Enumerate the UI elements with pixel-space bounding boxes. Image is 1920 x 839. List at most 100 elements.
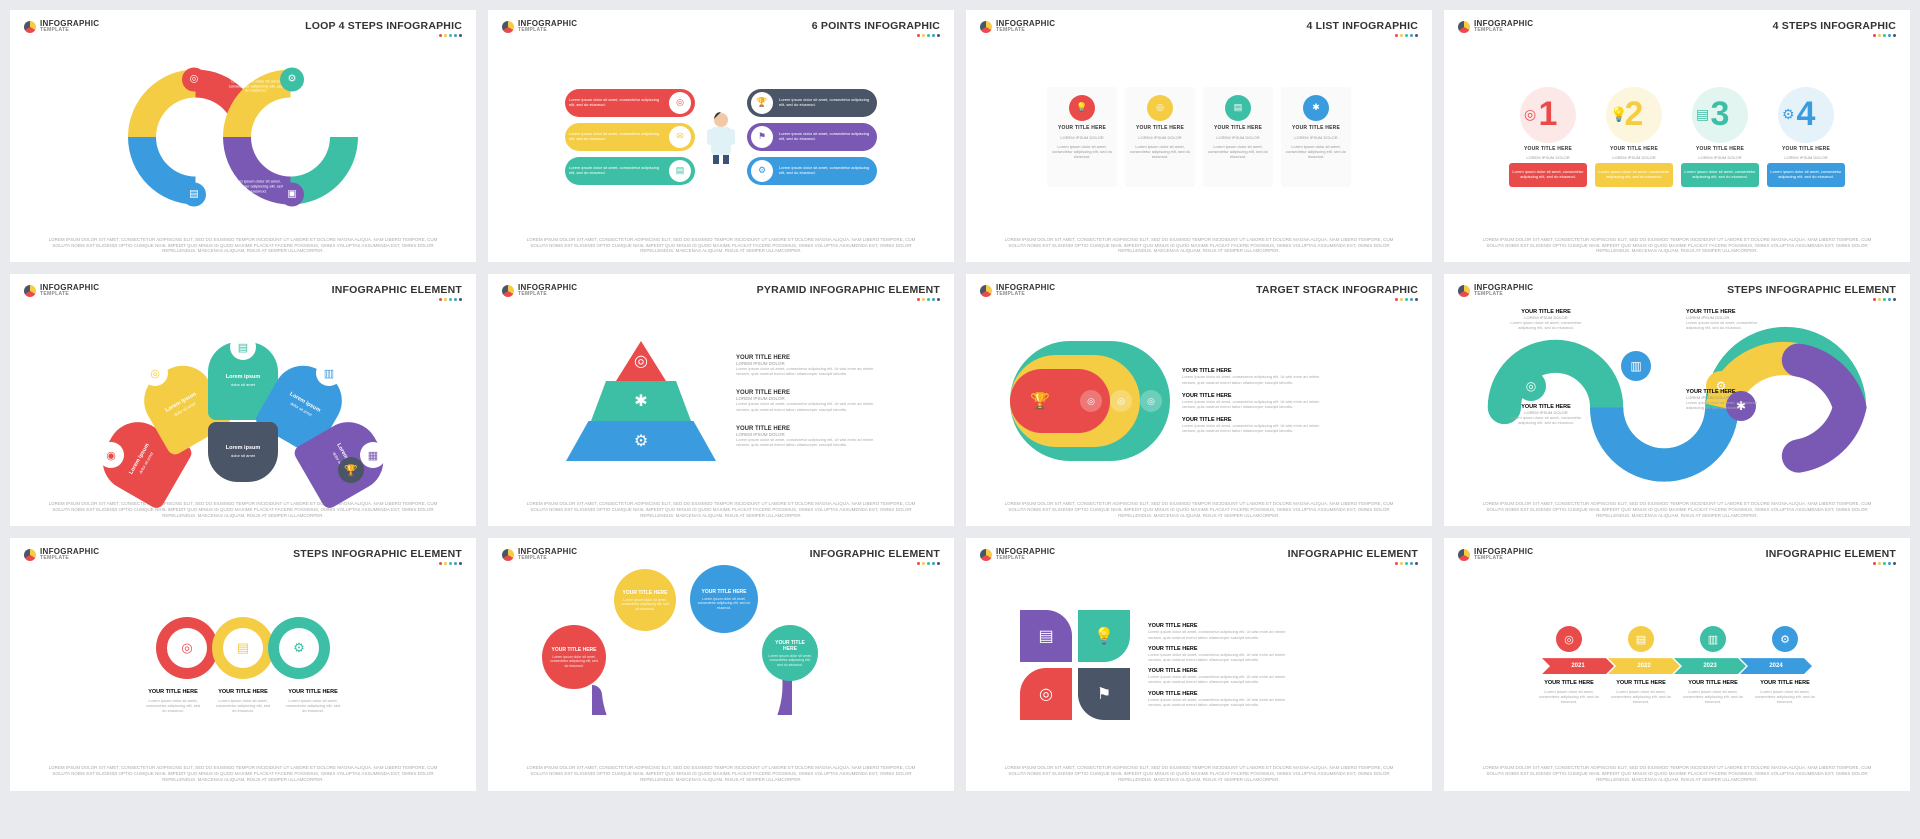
year-arrow: 2022.arrow[data-y="2022"]::before{backgr…	[1608, 658, 1680, 674]
fan-graphic: Lorem ipsumdolor sit ametLorem ipsumdolo…	[98, 342, 388, 492]
card-footer: LOREM IPSUM DOLOR SIT AMET, CONSECTETUR …	[24, 237, 462, 255]
brand: INFOGRAPHICTEMPLATE	[980, 20, 1055, 33]
card-header: INFOGRAPHICTEMPLATE 4 LIST INFOGRAPHIC	[980, 20, 1418, 37]
card-title: LOOP 4 STEPS INFOGRAPHIC	[305, 20, 462, 32]
brand-sub: TEMPLATE	[40, 292, 99, 297]
brand: INFOGRAPHICTEMPLATE	[980, 284, 1055, 297]
point-pill: ⚙ Lorem ipsum dolor sit amet, consectetu…	[747, 157, 877, 185]
brand-logo	[1458, 21, 1470, 33]
steps-row: ◎ 1 YOUR TITLE HERE LOREM IPSUM DOLOR Lo…	[1458, 37, 1896, 237]
card-footer: LOREM IPSUM DOLOR SIT AMET, CONSECTETUR …	[980, 501, 1418, 519]
brand-sub: TEMPLATE	[40, 28, 99, 33]
s-curve-graphic: ◎▥⚙✱ YOUR TITLE HERELOREM IPSUM DOLORLor…	[1466, 309, 1888, 493]
template-card: INFOGRAPHICTEMPLATE STEPS INFOGRAPHIC EL…	[10, 538, 476, 790]
pyramid-label: YOUR TITLE HERELOREM IPSUM DOLORLorem ip…	[736, 390, 876, 411]
card-footer: LOREM IPSUM DOLOR SIT AMET, CONSECTETUR …	[980, 765, 1418, 783]
target-label: YOUR TITLE HERELorem ipsum dolor sit ame…	[1182, 368, 1322, 384]
list-item: ▤ YOUR TITLE HERE LOREM IPSUM DOLOR Lore…	[1203, 87, 1273, 187]
card-header: INFOGRAPHICTEMPLATE INFOGRAPHIC ELEMENT	[24, 284, 462, 301]
brand-sub: TEMPLATE	[996, 292, 1055, 297]
template-card: INFOGRAPHICTEMPLATE INFOGRAPHIC ELEMENT …	[488, 538, 954, 790]
brand-sub: TEMPLATE	[518, 28, 577, 33]
template-card: INFOGRAPHICTEMPLATE INFOGRAPHIC ELEMENT …	[966, 538, 1432, 790]
speech-bubble: YOUR TITLE HERELorem ipsum dolor sit ame…	[614, 569, 676, 631]
point-pill: ◎ Lorem ipsum dolor sit amet, consectetu…	[565, 89, 695, 117]
point-pill: ▤ Lorem ipsum dolor sit amet, consectetu…	[565, 157, 695, 185]
template-grid: INFOGRAPHICTEMPLATE LOOP 4 STEPS INFOGRA…	[10, 10, 1910, 791]
brand-sub: TEMPLATE	[518, 292, 577, 297]
card-header: INFOGRAPHICTEMPLATE STEPS INFOGRAPHIC EL…	[1458, 284, 1896, 301]
card-header: INFOGRAPHICTEMPLATE INFOGRAPHIC ELEMENT	[502, 548, 940, 565]
card-footer: LOREM IPSUM DOLOR SIT AMET, CONSECTETUR …	[502, 237, 940, 255]
card-header: INFOGRAPHICTEMPLATE STEPS INFOGRAPHIC EL…	[24, 548, 462, 565]
template-card: INFOGRAPHICTEMPLATE 4 LIST INFOGRAPHIC 💡…	[966, 10, 1432, 262]
list-row: 💡 YOUR TITLE HERE LOREM IPSUM DOLOR Lore…	[980, 37, 1418, 237]
template-card: INFOGRAPHICTEMPLATE STEPS INFOGRAPHIC EL…	[1444, 274, 1910, 526]
card-title: INFOGRAPHIC ELEMENT	[1766, 548, 1896, 560]
point-pill: ⚑ Lorem ipsum dolor sit amet, consectetu…	[747, 123, 877, 151]
card-title: INFOGRAPHIC ELEMENT	[1288, 548, 1418, 560]
card-header: INFOGRAPHICTEMPLATE LOOP 4 STEPS INFOGRA…	[24, 20, 462, 37]
template-card: INFOGRAPHICTEMPLATE PYRAMID INFOGRAPHIC …	[488, 274, 954, 526]
step-item: 💡 2 YOUR TITLE HERE LOREM IPSUM DOLOR Lo…	[1595, 87, 1673, 187]
pinwheel-graphic: ▤💡⚑◎ YOUR TITLE HERELorem ipsum dolor si…	[980, 565, 1418, 765]
brand-logo	[24, 21, 36, 33]
brand: INFOGRAPHICTEMPLATE	[24, 548, 99, 561]
pinwheel-label: YOUR TITLE HERELorem ipsum dolor sit ame…	[1148, 646, 1298, 662]
step-item: ◎ 1 YOUR TITLE HERE LOREM IPSUM DOLOR Lo…	[1509, 87, 1587, 187]
card-header: INFOGRAPHICTEMPLATE INFOGRAPHIC ELEMENT	[1458, 548, 1896, 565]
brand: INFOGRAPHICTEMPLATE	[502, 20, 577, 33]
card-title: 6 POINTS INFOGRAPHIC	[812, 20, 940, 32]
template-card: INFOGRAPHICTEMPLATE TARGET STACK INFOGRA…	[966, 274, 1432, 526]
template-card: INFOGRAPHICTEMPLATE 6 POINTS INFOGRAPHIC…	[488, 10, 954, 262]
card-title: TARGET STACK INFOGRAPHIC	[1256, 284, 1418, 296]
brand-logo	[24, 285, 36, 297]
template-card: INFOGRAPHICTEMPLATE LOOP 4 STEPS INFOGRA…	[10, 10, 476, 262]
speech-bubble: YOUR TITLE HERELorem ipsum dolor sit ame…	[762, 625, 818, 681]
point-pill: ✉ Lorem ipsum dolor sit amet, consectetu…	[565, 123, 695, 151]
card-footer: LOREM IPSUM DOLOR SIT AMET, CONSECTETUR …	[502, 501, 940, 519]
pinwheel-label: YOUR TITLE HERELorem ipsum dolor sit ame…	[1148, 623, 1298, 639]
brand-sub: TEMPLATE	[1474, 292, 1533, 297]
pinwheel-label: YOUR TITLE HERELorem ipsum dolor sit ame…	[1148, 668, 1298, 684]
pinwheel-label: YOUR TITLE HERELorem ipsum dolor sit ame…	[1148, 691, 1298, 707]
person-illustration	[701, 109, 741, 164]
brand-logo	[1458, 549, 1470, 561]
step-label: YOUR TITLE HERELOREM IPSUM DOLORLorem ip…	[1686, 309, 1766, 330]
pyramid-label: YOUR TITLE HERELOREM IPSUM DOLORLorem ip…	[736, 426, 876, 447]
brand-logo	[980, 21, 992, 33]
brand-logo	[980, 549, 992, 561]
brand: INFOGRAPHICTEMPLATE	[24, 20, 99, 33]
brand-logo	[502, 549, 514, 561]
template-card: INFOGRAPHICTEMPLATE INFOGRAPHIC ELEMENT …	[1444, 538, 1910, 790]
step-label: YOUR TITLE HERELOREM IPSUM DOLORLorem ip…	[1506, 404, 1586, 425]
ring-label: YOUR TITLE HERELorem ipsum dolor sit ame…	[285, 689, 341, 713]
step-label: YOUR TITLE HERELOREM IPSUM DOLORLorem ip…	[1686, 389, 1766, 410]
step-label: YOUR TITLE HERELOREM IPSUM DOLORLorem ip…	[1506, 309, 1586, 330]
timeline-label: YOUR TITLE HERELorem ipsum dolor sit ame…	[1609, 680, 1673, 704]
brand-sub: TEMPLATE	[1474, 556, 1533, 561]
card-footer: LOREM IPSUM DOLOR SIT AMET, CONSECTETUR …	[24, 501, 462, 519]
list-item: ✱ YOUR TITLE HERE LOREM IPSUM DOLOR Lore…	[1281, 87, 1351, 187]
target-label: YOUR TITLE HERELorem ipsum dolor sit ame…	[1182, 417, 1322, 433]
brand-logo	[24, 549, 36, 561]
bubble-graphic: YOUR TITLE HERELorem ipsum dolor sit ame…	[502, 565, 940, 765]
timeline-label: YOUR TITLE HERELorem ipsum dolor sit ame…	[1681, 680, 1745, 704]
card-title: PYRAMID INFOGRAPHIC ELEMENT	[757, 284, 940, 296]
card-header: INFOGRAPHICTEMPLATE TARGET STACK INFOGRA…	[980, 284, 1418, 301]
card-footer: LOREM IPSUM DOLOR SIT AMET, CONSECTETUR …	[24, 765, 462, 783]
six-points: ◎ Lorem ipsum dolor sit amet, consectetu…	[502, 37, 940, 237]
brand: INFOGRAPHICTEMPLATE	[1458, 548, 1533, 561]
target-label: YOUR TITLE HERELorem ipsum dolor sit ame…	[1182, 393, 1322, 409]
brand: INFOGRAPHICTEMPLATE	[24, 284, 99, 297]
card-footer: LOREM IPSUM DOLOR SIT AMET, CONSECTETUR …	[1458, 765, 1896, 783]
card-title: STEPS INFOGRAPHIC ELEMENT	[293, 548, 462, 560]
brand-sub: TEMPLATE	[996, 28, 1055, 33]
card-footer: LOREM IPSUM DOLOR SIT AMET, CONSECTETUR …	[1458, 501, 1896, 519]
timeline-graphic: ◎▤▥⚙ 2021.arrow[data-y="2021"]::before{b…	[1458, 565, 1896, 765]
card-footer: LOREM IPSUM DOLOR SIT AMET, CONSECTETUR …	[1458, 237, 1896, 255]
pyramid-graphic: ◎✱⚙ YOUR TITLE HERELOREM IPSUM DOLORLore…	[502, 301, 940, 501]
step-item: ⚙ 4 YOUR TITLE HERE LOREM IPSUM DOLOR Lo…	[1767, 87, 1845, 187]
card-title: 4 LIST INFOGRAPHIC	[1306, 20, 1418, 32]
point-pill: 🏆 Lorem ipsum dolor sit amet, consectetu…	[747, 89, 877, 117]
